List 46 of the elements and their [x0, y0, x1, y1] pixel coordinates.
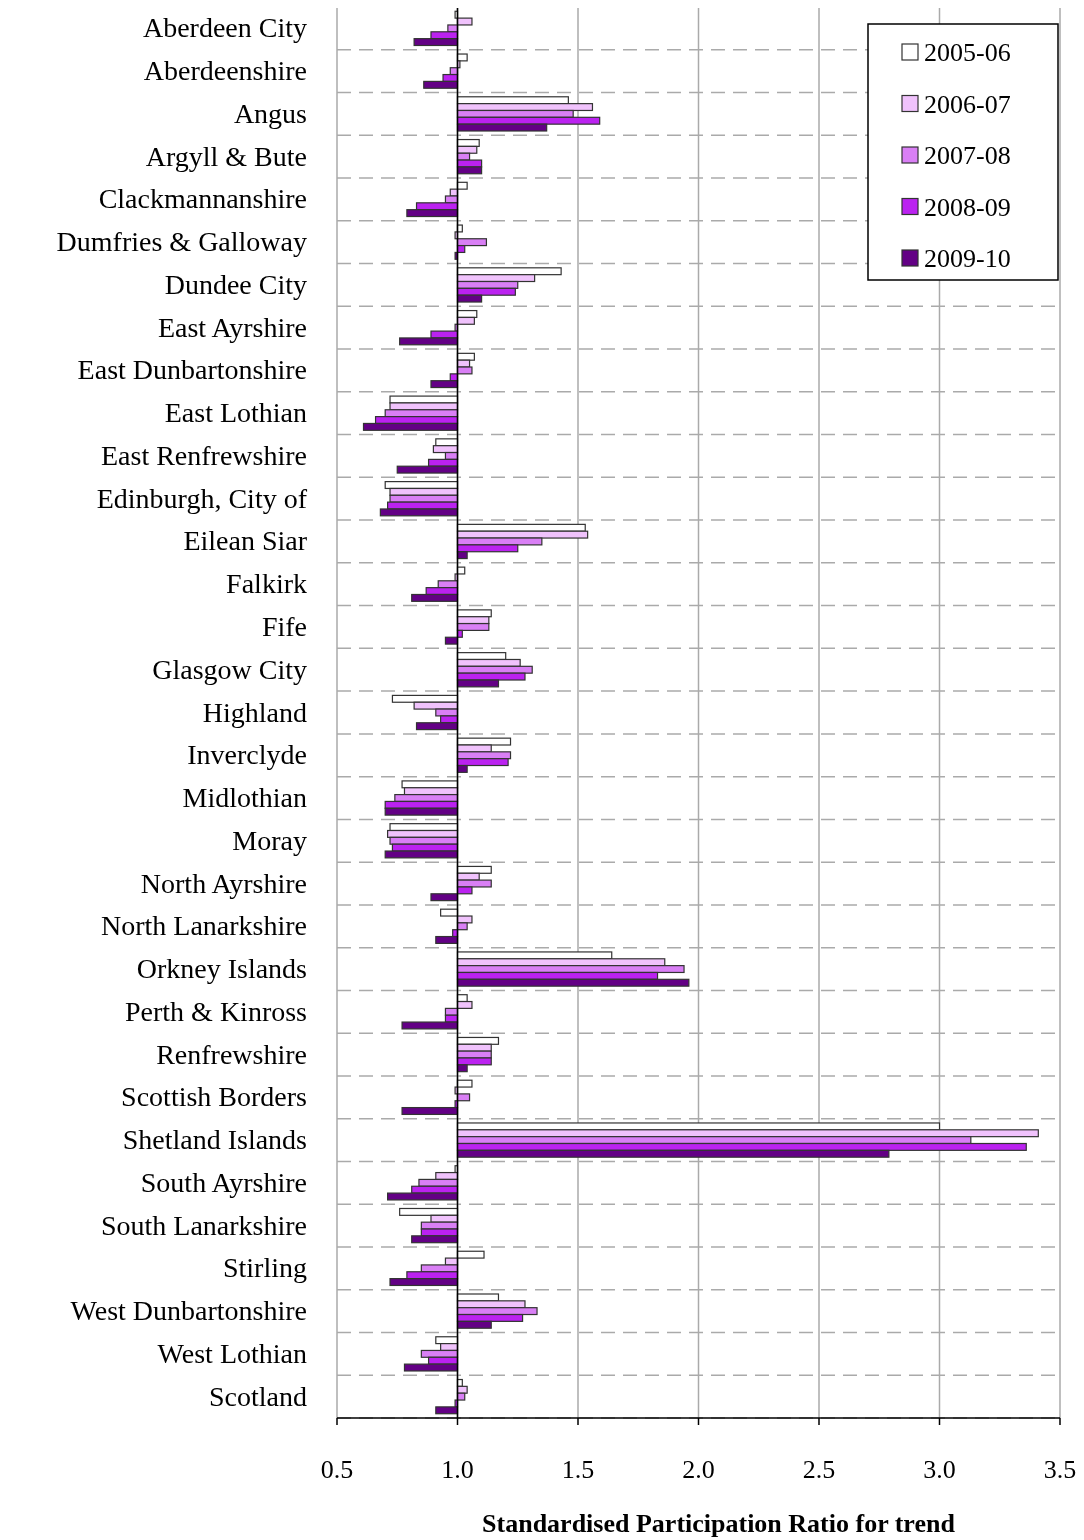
- y-tick-label: East Ayrshire: [157, 311, 307, 343]
- legend-label: 2009-10: [924, 244, 1011, 273]
- y-tick-label: Aberdeen City: [142, 12, 307, 44]
- y-tick-label: Inverclyde: [187, 739, 307, 771]
- legend-label: 2005-06: [924, 38, 1011, 67]
- x-tick-label: 2.5: [802, 1455, 836, 1484]
- y-tick-label: Glasgow City: [152, 653, 307, 685]
- y-tick-label: East Lothian: [164, 397, 307, 429]
- x-tick-label: 3.0: [923, 1455, 956, 1484]
- y-tick-label: Stirling: [222, 1252, 307, 1284]
- y-tick-label: Falkirk: [226, 568, 307, 600]
- legend-label: 2006-07: [924, 89, 1011, 119]
- y-tick-label: Aberdeenshire: [143, 55, 307, 87]
- y-tick-label: Scotland: [209, 1380, 307, 1412]
- x-tick-label: 1.0: [441, 1455, 474, 1484]
- y-tick-label: Renfrewshire: [156, 1038, 307, 1070]
- y-tick-label: Argyll & Bute: [145, 140, 307, 172]
- y-tick-label: Orkney Islands: [136, 953, 307, 985]
- y-tick-label: Moray: [232, 824, 307, 856]
- y-tick-label: West Lothian: [157, 1337, 307, 1369]
- y-tick-label: Angus: [233, 97, 307, 129]
- y-tick-label: Dumfries & Galloway: [56, 226, 307, 258]
- x-axis-title: Standardised Participation Ratio for trend: [482, 1509, 956, 1538]
- x-tick-label: 1.5: [561, 1455, 595, 1484]
- y-tick-label: North Lanarkshire: [100, 910, 307, 942]
- x-tick-label: 0.5: [320, 1455, 354, 1484]
- y-tick-label: South Ayrshire: [140, 1166, 307, 1198]
- y-tick-label: East Renfrewshire: [100, 439, 307, 471]
- y-tick-label: North Ayrshire: [140, 867, 307, 899]
- x-tick-label: 2.0: [682, 1455, 715, 1484]
- x-tick-label: 3.5: [1043, 1455, 1077, 1484]
- legend-label: 2008-09: [924, 192, 1011, 222]
- legend-label: 2007-08: [924, 141, 1011, 170]
- y-tick-label: Fife: [261, 610, 307, 642]
- y-tick-label: Dundee City: [164, 268, 307, 300]
- y-tick-label: Scottish Borders: [121, 1081, 307, 1113]
- y-tick-label: Eilean Siar: [183, 525, 308, 557]
- y-tick-label: Highland: [202, 696, 307, 728]
- y-tick-label: Clackmannanshire: [98, 183, 307, 215]
- y-tick-label: East Dunbartonshire: [77, 354, 307, 386]
- y-tick-label: Midlothian: [182, 782, 307, 814]
- y-tick-label: Edinburgh, City of: [96, 482, 308, 514]
- y-tick-label: Perth & Kinross: [125, 995, 307, 1027]
- y-tick-label: South Lanarkshire: [100, 1209, 307, 1241]
- y-tick-label: West Dunbartonshire: [70, 1295, 307, 1327]
- y-tick-label: Shetland Islands: [122, 1124, 307, 1156]
